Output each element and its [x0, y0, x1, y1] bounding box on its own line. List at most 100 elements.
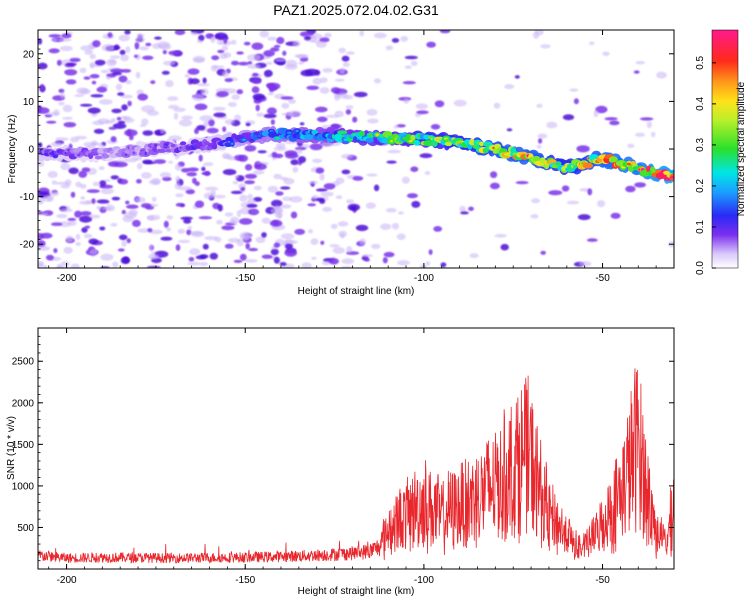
spectrogram-noise-blob	[80, 196, 86, 200]
spectrogram-noise-blob	[136, 33, 145, 38]
snr-xlabel: Height of straight line (km)	[298, 586, 415, 597]
spectrogram-noise-blob	[91, 80, 97, 85]
spectrogram-noise-blob	[253, 185, 262, 191]
colorbar-tick-label: 0.4	[695, 96, 706, 110]
spectrogram-noise-blob	[122, 256, 130, 264]
spectrogram-noise-blob	[245, 122, 251, 127]
spectrogram-noise-blob	[383, 251, 395, 258]
spectrogram-noise-blob	[610, 212, 621, 219]
spectrogram-noise-blob	[55, 181, 70, 185]
spectrogram-noise-blob	[239, 194, 248, 202]
spectrogram-noise-blob	[231, 94, 240, 100]
spectrogram-noise-blob	[149, 229, 163, 235]
spectrogram-noise-blob	[285, 243, 293, 250]
spectrogram-noise-blob	[284, 249, 298, 257]
spectrogram-noise-blob	[121, 240, 127, 247]
spectrogram-noise-blob	[222, 126, 227, 132]
spectrogram-noise-blob	[355, 224, 369, 232]
spectrogram-noise-blob	[536, 103, 543, 108]
chart-title: PAZ1.2025.072.04.02.G31	[273, 2, 439, 18]
spectrogram-noise-blob	[159, 172, 172, 178]
x-tick-label: -100	[414, 273, 434, 284]
spectrogram-noise-blob	[403, 98, 410, 104]
spectrogram-noise-blob	[126, 204, 139, 209]
spectrogram-noise-blob	[148, 179, 161, 185]
spectrogram-noise-blob	[577, 214, 591, 221]
spectrogram-noise-blob	[537, 133, 548, 139]
spectrogram-noise-blob	[138, 46, 149, 51]
spectrogram-noise-blob	[197, 83, 211, 87]
spectrogram-noise-blob	[490, 171, 498, 179]
spectrogram-noise-blob	[240, 187, 246, 192]
spectrogram-noise-blob	[261, 254, 273, 259]
spectrogram-noise-blob	[136, 179, 142, 184]
spectrogram-noise-blob	[125, 200, 130, 205]
spectrogram-noise-blob	[109, 55, 121, 59]
spectrogram-noise-blob	[107, 161, 120, 167]
spectrogram-noise-blob	[609, 120, 620, 126]
ridge-core	[365, 137, 374, 143]
spectrogram-noise-blob	[75, 181, 82, 188]
spectrogram-noise-blob	[254, 163, 267, 170]
spectrogram-noise-blob	[68, 220, 77, 226]
spectrogram-noise-blob	[244, 180, 256, 185]
spectrogram-noise-blob	[257, 150, 267, 154]
spectrogram-noise-blob	[53, 248, 58, 254]
spectrogram-noise-blob	[276, 36, 285, 45]
spectrogram-noise-blob	[460, 211, 469, 215]
spectrogram-noise-blob	[275, 191, 284, 196]
spectrogram-noise-blob	[393, 125, 400, 129]
spectrogram-noise-blob	[148, 253, 160, 260]
ridge-core	[94, 155, 103, 160]
y-tick-label: 1000	[12, 481, 35, 492]
spectrogram-noise-blob	[126, 129, 132, 136]
spectrogram-noise-blob	[270, 207, 284, 215]
spectrogram-noise-blob	[119, 49, 126, 56]
spectrogram-noise-blob	[416, 110, 429, 115]
spectrogram-noise-blob	[244, 173, 257, 179]
spectrogram-noise-blob	[60, 92, 65, 99]
spectrogram-noise-blob	[566, 200, 580, 205]
spectrogram-noise-blob	[106, 76, 111, 80]
spectrogram-noise-blob	[45, 254, 54, 261]
spectrogram-noise-blob	[270, 119, 275, 125]
spectrogram-noise-blob	[259, 30, 270, 38]
x-tick-label: -200	[57, 273, 77, 284]
spectrogram-noise-blob	[80, 103, 93, 107]
spectrogram-noise-blob	[191, 231, 205, 238]
spectrogram-noise-blob	[627, 143, 635, 148]
spectrogram-noise-blob	[62, 116, 73, 120]
spectrogram-noise-blob	[562, 114, 575, 121]
spectrogram-noise-blob	[515, 181, 529, 185]
spectrogram-noise-blob	[104, 179, 111, 182]
spectrogram-noise-blob	[548, 190, 563, 196]
spectrogram-noise-blob	[230, 39, 237, 45]
spectrogram-noise-blob	[118, 178, 129, 185]
spectrogram-noise-blob	[75, 135, 88, 140]
spectrogram-noise-blob	[141, 118, 149, 126]
spectrogram-noise-blob	[240, 233, 250, 241]
spectrogram-noise-blob	[120, 115, 127, 120]
snr-series-line	[38, 368, 674, 564]
spectrogram-noise-blob	[56, 265, 65, 268]
spectrogram-noise-blob	[280, 233, 295, 240]
spectrogram-noise-blob	[75, 242, 81, 246]
spectrogram-noise-blob	[101, 44, 115, 52]
spectrogram-noise-blob	[175, 175, 180, 183]
spectrogram-noise-blob	[315, 188, 328, 192]
spectrogram-noise-blob	[633, 70, 640, 74]
spectrogram-noise-blob	[185, 189, 195, 195]
spectrogram-noise-blob	[373, 184, 380, 192]
spectrogram-noise-blob	[243, 41, 251, 46]
spectrogram-noise-blob	[319, 87, 330, 94]
spectrogram-noise-blob	[589, 41, 595, 46]
spectrogram-noise-blob	[135, 36, 146, 43]
spectrogram-noise-blob	[255, 104, 260, 112]
spectrogram-noise-blob	[64, 69, 78, 76]
spectrogram-noise-blob	[489, 182, 500, 190]
spectrogram-noise-blob	[625, 185, 636, 193]
spectrogram-noise-blob	[272, 220, 279, 226]
spectrogram-noise-blob	[65, 235, 74, 243]
spectrogram-noise-blob	[87, 107, 101, 114]
